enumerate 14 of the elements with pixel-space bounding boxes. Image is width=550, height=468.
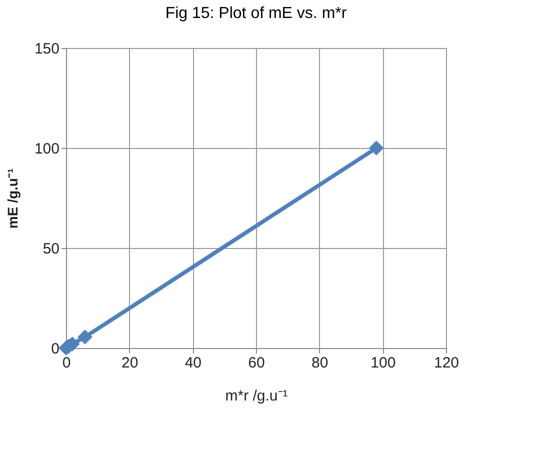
y-tick-label: 50 [42,240,60,258]
x-tick-label: 80 [311,354,328,372]
x-tick-label: 40 [184,354,202,372]
x-tick-label: 60 [248,354,265,372]
x-tick-label: 20 [121,354,138,372]
y-tick-label: 150 [34,40,60,58]
chart-title: Fig 15: Plot of mE vs. m*r [165,5,348,22]
x-tick-label: 100 [370,354,396,372]
y-tick-label: 0 [51,340,60,358]
x-tick-label: 0 [62,354,71,372]
x-axis-title: m*r /g.u⁻¹ [225,388,288,404]
y-axis-title: mE /g.u⁻¹ [4,168,20,229]
x-tick-label: 120 [434,354,460,372]
y-tick-label: 100 [34,140,60,158]
